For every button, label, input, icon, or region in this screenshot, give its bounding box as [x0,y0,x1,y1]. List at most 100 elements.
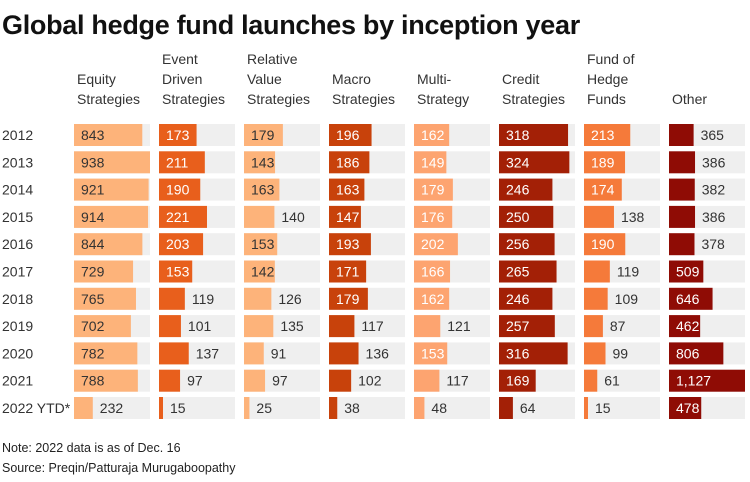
bar-macro-strategies-2022-ytd [329,397,338,419]
value-label-relative-value-strategies-2019: 135 [280,318,304,334]
row-label-2022-ytd: 2022 YTD* [2,400,71,416]
cell-track-fund-of-hedge-funds [584,369,660,392]
bar-macro-strategies-2014 [329,178,365,201]
value-label-event-driven-strategies-2017: 153 [166,264,190,280]
bar-other-2021 [669,369,745,392]
bar-other-2014 [669,178,695,201]
value-label-other-2022-ytd: 478 [676,400,700,416]
value-label-event-driven-strategies-2013: 211 [166,154,189,170]
bar-other-2013 [669,151,696,174]
bar-other-2012 [669,124,694,146]
value-label-macro-strategies-2013: 186 [336,154,360,170]
value-label-credit-strategies-2013: 324 [506,154,530,170]
value-label-multi-strategy-2021: 117 [446,373,469,389]
bar-relative-value-strategies-2015 [244,205,275,228]
bar-multi-strategy-2014 [414,178,453,201]
cell-track-equity-strategies [74,397,150,419]
bar-relative-value-strategies-2019 [244,315,274,338]
bar-macro-strategies-2015 [329,205,361,228]
value-label-credit-strategies-2012: 318 [506,127,530,143]
column-header-relative-value-strategies: Relative Value Strategies [247,51,310,107]
bar-event-driven-strategies-2012 [159,124,197,146]
row-label-2020: 2020 [2,345,33,361]
bar-event-driven-strategies-2018 [159,287,185,310]
bar-multi-strategy-2015 [414,205,453,228]
bar-credit-strategies-2012 [499,124,569,146]
value-label-event-driven-strategies-2018: 119 [192,291,215,307]
bar-fund-of-hedge-funds-2020 [584,342,606,365]
bar-equity-strategies-2018 [74,287,136,310]
value-label-macro-strategies-2019: 117 [361,318,384,334]
value-label-fund-of-hedge-funds-2017: 119 [617,264,640,280]
value-label-fund-of-hedge-funds-2015: 138 [621,209,645,225]
bar-relative-value-strategies-2012 [244,124,283,146]
column-header-fund-of-hedge-funds: Fund of Hedge Funds [587,51,635,107]
bar-relative-value-strategies-2016 [244,233,278,256]
value-label-relative-value-strategies-2016: 153 [251,236,275,252]
bar-multi-strategy-2018 [414,287,450,310]
value-label-macro-strategies-2014: 163 [336,182,360,198]
value-label-equity-strategies-2013: 938 [81,154,105,170]
value-label-equity-strategies-2017: 729 [81,264,105,280]
bar-multi-strategy-2013 [414,151,447,174]
chart-title: Global hedge fund launches by inception … [2,10,580,40]
value-label-fund-of-hedge-funds-2012: 213 [591,127,615,143]
column-header-macro-strategies: Macro Strategies [332,71,395,107]
cell-track-multi-strategy [414,397,490,419]
value-label-credit-strategies-2021: 169 [506,373,530,389]
bar-macro-strategies-2021 [329,369,352,392]
bar-fund-of-hedge-funds-2016 [584,233,626,256]
bar-event-driven-strategies-2019 [159,315,181,338]
bar-event-driven-strategies-2020 [159,342,189,365]
value-label-other-2019: 462 [676,318,700,334]
bar-relative-value-strategies-2020 [244,342,264,365]
value-label-other-2013: 386 [702,154,726,170]
value-label-fund-of-hedge-funds-2019: 87 [610,318,626,334]
value-label-event-driven-strategies-2016: 203 [166,236,190,252]
bar-credit-strategies-2020 [499,342,568,365]
value-label-credit-strategies-2014: 246 [506,182,530,198]
value-label-multi-strategy-2016: 202 [421,236,445,252]
bar-credit-strategies-2013 [499,151,570,174]
column-header-multi-strategy: Multi-Strategy [417,71,469,107]
value-label-fund-of-hedge-funds-2018: 109 [615,291,639,307]
value-label-equity-strategies-2016: 844 [81,236,105,252]
bar-multi-strategy-2012 [414,124,450,146]
value-label-macro-strategies-2018: 179 [336,291,360,307]
value-label-fund-of-hedge-funds-2021: 61 [604,373,620,389]
bar-event-driven-strategies-2013 [159,151,205,174]
value-label-credit-strategies-2020: 316 [506,345,530,361]
value-label-fund-of-hedge-funds-2020: 99 [612,345,628,361]
value-label-other-2018: 646 [676,291,700,307]
cell-track-macro-strategies [329,397,405,419]
value-label-credit-strategies-2017: 265 [506,264,530,280]
bar-fund-of-hedge-funds-2018 [584,287,608,310]
value-label-equity-strategies-2020: 782 [81,345,105,361]
bar-equity-strategies-2013 [74,151,150,174]
bar-macro-strategies-2017 [329,260,367,283]
value-label-macro-strategies-2017: 171 [336,264,360,280]
row-label-2021: 2021 [2,373,33,389]
value-label-other-2020: 806 [676,345,700,361]
value-label-other-2015: 386 [702,209,726,225]
value-label-credit-strategies-2022-ytd: 64 [520,400,536,416]
value-label-other-2012: 365 [701,127,725,143]
bar-relative-value-strategies-2014 [244,178,280,201]
value-label-equity-strategies-2015: 914 [81,209,105,225]
value-label-event-driven-strategies-2021: 97 [187,373,203,389]
bar-fund-of-hedge-funds-2012 [584,124,631,146]
value-label-equity-strategies-2022-ytd: 232 [100,400,124,416]
value-label-multi-strategy-2022-ytd: 48 [431,400,447,416]
column-header-credit-strategies: Credit Strategies [502,71,565,107]
bar-event-driven-strategies-2014 [159,178,201,201]
value-label-credit-strategies-2015: 250 [506,209,530,225]
bar-fund-of-hedge-funds-2017 [584,260,610,283]
value-label-multi-strategy-2012: 162 [421,127,445,143]
bar-fund-of-hedge-funds-2013 [584,151,626,174]
bar-other-2018 [669,287,713,310]
value-label-relative-value-strategies-2013: 143 [251,154,275,170]
value-label-macro-strategies-2020: 136 [366,345,390,361]
bar-multi-strategy-2019 [414,315,441,338]
bar-credit-strategies-2018 [499,287,553,310]
bar-credit-strategies-2017 [499,260,557,283]
